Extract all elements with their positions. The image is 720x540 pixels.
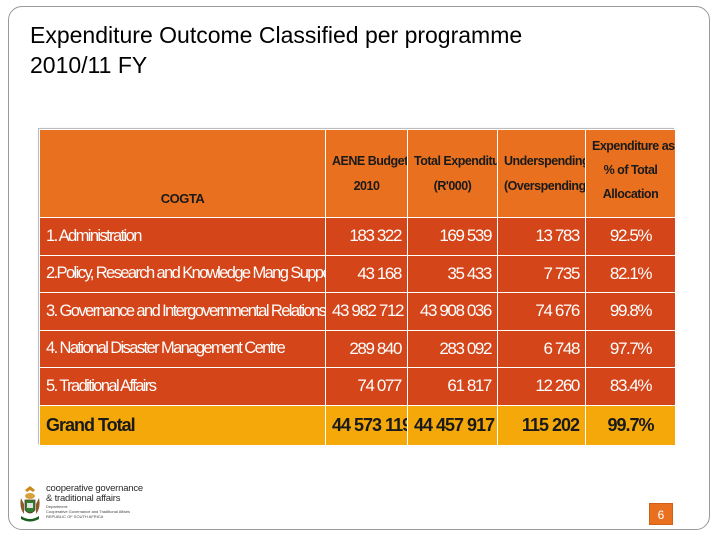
budget-cell: 183 322: [325, 217, 408, 256]
header-total-expenditure: Total Expenditure (R'000): [407, 129, 498, 218]
logo-text: cooperative governance & traditional aff…: [46, 483, 162, 520]
underspending-cell: 12 260: [497, 367, 586, 406]
header-budget: AENE Budget 2010: [325, 129, 408, 218]
page-number: 6: [649, 503, 673, 525]
expenditure-cell: 61 817: [407, 367, 498, 406]
header-expenditure-line-1: Total Expenditure: [414, 153, 497, 168]
programme-cell: 1. Administration: [39, 217, 326, 256]
logo-small-1: Department:: [46, 504, 69, 509]
pct-cell: 92.5%: [585, 217, 676, 256]
underspending-cell: 13 783: [497, 217, 586, 256]
underspending-cell: 6 748: [497, 329, 586, 368]
underspending-cell: 74 676: [497, 292, 586, 331]
pct-cell: 82.1%: [585, 254, 676, 293]
pct-cell: 83.4%: [585, 367, 676, 406]
logo-line-1: cooperative governance: [46, 483, 144, 494]
grand-total-row: Grand Total 44 573 119 44 457 917 115 20…: [39, 404, 676, 446]
grand-total-underspending: 115 202: [497, 404, 586, 446]
programme-cell: 3. Governance and Intergovernmental Rela…: [39, 292, 326, 331]
expenditure-cell: 169 539: [407, 217, 498, 256]
title-line-2: 2010/11 FY: [30, 52, 148, 78]
header-department: COGTA: [39, 129, 326, 218]
budget-cell: 74 077: [325, 367, 408, 406]
table-row: 2.Policy, Research and Knowledge Mang Su…: [39, 254, 676, 293]
logo-small-2: Cooperative Governance and Traditional A…: [46, 509, 130, 514]
programme-cell: 4. National Disaster Management Centre: [39, 329, 326, 368]
header-budget-line-1: AENE Budget: [332, 153, 408, 168]
header-budget-line-2: 2010: [353, 178, 380, 193]
programme-cell: 5. Traditional Affairs: [39, 367, 326, 406]
expenditure-cell: 283 092: [407, 329, 498, 368]
table-row: 4. National Disaster Management Centre 2…: [39, 329, 676, 368]
header-pct-line-2: % of Total: [603, 163, 658, 177]
table-row: 1. Administration 183 322 169 539 13 783…: [39, 217, 676, 256]
logo-small-3: REPUBLIC OF SOUTH AFRICA: [46, 514, 104, 519]
cogta-logo: cooperative governance & traditional aff…: [18, 484, 158, 526]
table-row: 3. Governance and Intergovernmental Rela…: [39, 292, 676, 331]
budget-cell: 43 168: [325, 254, 408, 293]
expenditure-table-image: COGTA AENE Budget 2010 Total Expenditure…: [38, 128, 676, 446]
budget-cell: 289 840: [325, 329, 408, 368]
title-line-1: Expenditure Outcome Classified per progr…: [30, 22, 523, 48]
slide-title: Expenditure Outcome Classified per progr…: [30, 20, 700, 80]
expenditure-table: COGTA AENE Budget 2010 Total Expenditure…: [39, 129, 676, 446]
table-row: 5. Traditional Affairs 74 077 61 817 12 …: [39, 367, 676, 406]
pct-cell: 99.8%: [585, 292, 676, 331]
header-row: COGTA AENE Budget 2010 Total Expenditure…: [39, 129, 676, 218]
expenditure-cell: 43 908 036: [407, 292, 498, 331]
logo-line-2: & traditional affairs: [46, 493, 121, 504]
grand-total-pct: 99.7%: [585, 404, 676, 446]
header-underspending-line-1: Underspending/: [504, 153, 586, 168]
budget-cell: 43 982 712: [325, 292, 408, 331]
header-underspending: Underspending/ (Overspending): [497, 129, 586, 218]
programme-cell: 2.Policy, Research and Knowledge Mang Su…: [39, 254, 326, 293]
underspending-cell: 7 735: [497, 254, 586, 293]
pct-cell: 97.7%: [585, 329, 676, 368]
coat-of-arms-icon: [20, 486, 40, 522]
header-expenditure-pct: Expenditure as % of Total Allocation: [585, 129, 676, 218]
expenditure-cell: 35 433: [407, 254, 498, 293]
grand-total-budget: 44 573 119: [325, 404, 408, 446]
grand-total-label: Grand Total: [39, 404, 326, 446]
header-underspending-line-2: (Overspending): [504, 178, 586, 193]
grand-total-expenditure: 44 457 917: [407, 404, 498, 446]
header-pct-line-1: Expenditure as: [592, 139, 675, 153]
header-pct-line-3: Allocation: [602, 187, 659, 201]
header-expenditure-line-2: (R'000): [433, 178, 472, 193]
